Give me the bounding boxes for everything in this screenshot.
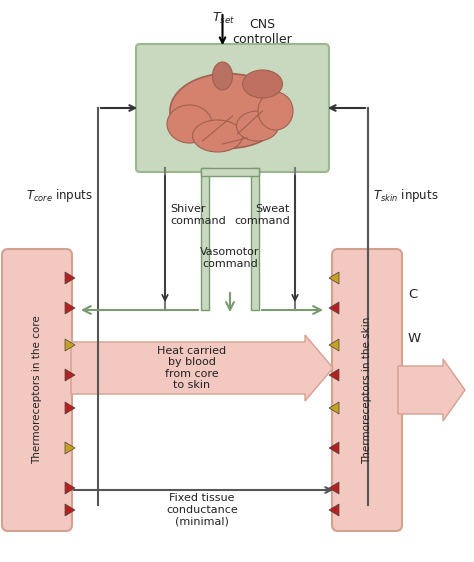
FancyBboxPatch shape xyxy=(2,249,72,531)
FancyBboxPatch shape xyxy=(201,168,209,310)
Polygon shape xyxy=(329,482,339,494)
Text: C: C xyxy=(408,288,417,301)
Polygon shape xyxy=(65,402,75,414)
Text: $T_{core}$ inputs: $T_{core}$ inputs xyxy=(26,187,93,203)
Ellipse shape xyxy=(212,62,233,90)
FancyBboxPatch shape xyxy=(251,168,259,310)
Text: Thermoreceptors in the core: Thermoreceptors in the core xyxy=(32,316,42,464)
Ellipse shape xyxy=(237,111,279,141)
Polygon shape xyxy=(65,504,75,516)
Text: CNS
controller: CNS controller xyxy=(233,18,292,46)
FancyBboxPatch shape xyxy=(136,44,329,172)
Polygon shape xyxy=(65,482,75,494)
Ellipse shape xyxy=(258,92,293,130)
Text: Sweat
command: Sweat command xyxy=(234,204,290,226)
Text: Shiver
command: Shiver command xyxy=(170,204,226,226)
Text: Heat carried
by blood
from core
to skin: Heat carried by blood from core to skin xyxy=(157,346,227,391)
Polygon shape xyxy=(65,442,75,454)
Polygon shape xyxy=(65,272,75,284)
Polygon shape xyxy=(329,504,339,516)
Polygon shape xyxy=(329,339,339,351)
Ellipse shape xyxy=(192,120,243,152)
Polygon shape xyxy=(329,369,339,381)
FancyArrow shape xyxy=(398,359,465,421)
FancyBboxPatch shape xyxy=(332,249,402,531)
Polygon shape xyxy=(65,339,75,351)
Polygon shape xyxy=(329,402,339,414)
Polygon shape xyxy=(65,302,75,314)
Ellipse shape xyxy=(170,74,285,148)
Polygon shape xyxy=(65,369,75,381)
Polygon shape xyxy=(329,272,339,284)
FancyArrow shape xyxy=(71,335,333,401)
Polygon shape xyxy=(329,442,339,454)
Text: W: W xyxy=(408,332,421,345)
Text: $T_{skin}$ inputs: $T_{skin}$ inputs xyxy=(373,187,438,203)
Ellipse shape xyxy=(167,105,212,143)
Text: Vasomotor
command: Vasomotor command xyxy=(200,247,260,269)
Polygon shape xyxy=(329,302,339,314)
Text: Thermoreceptors in the skin: Thermoreceptors in the skin xyxy=(362,316,372,464)
FancyBboxPatch shape xyxy=(201,168,259,176)
Ellipse shape xyxy=(243,70,283,98)
Text: Fixed tissue
conductance
(minimal): Fixed tissue conductance (minimal) xyxy=(166,493,238,527)
Text: $T_{set}$: $T_{set}$ xyxy=(212,11,236,25)
